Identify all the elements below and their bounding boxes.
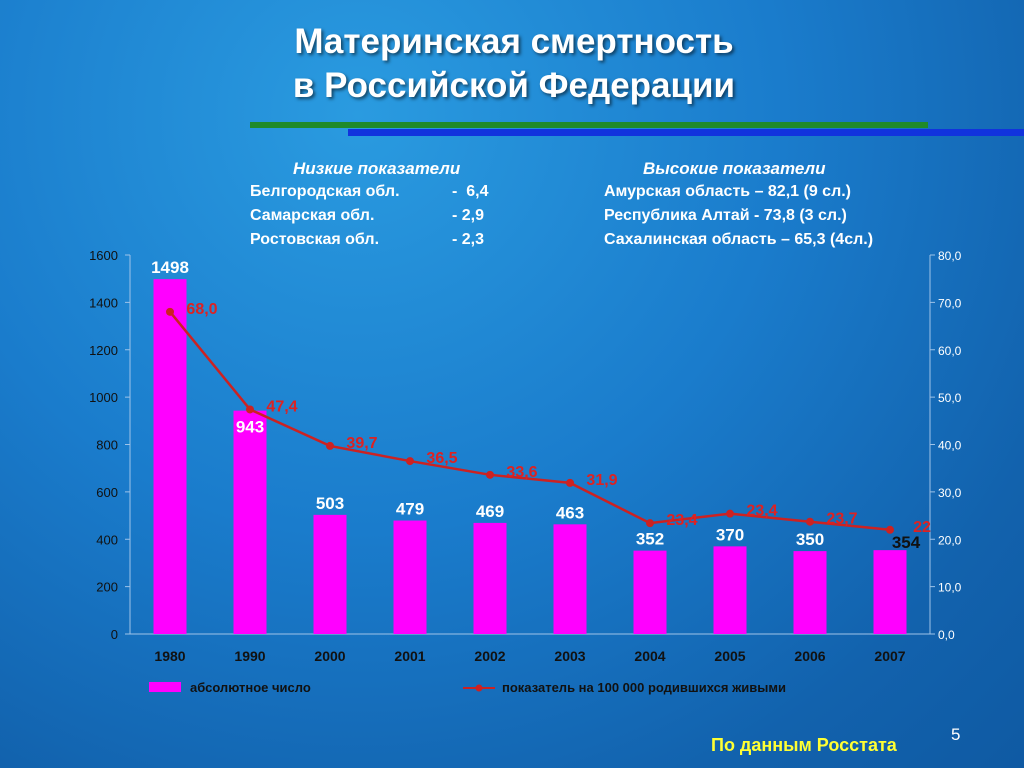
rate-point xyxy=(806,517,814,526)
legend-line-label: показатель на 100 000 родившихся живыми xyxy=(502,680,786,695)
x-tick-label: 2003 xyxy=(554,648,585,664)
y-left-tick-label: 1200 xyxy=(89,343,118,358)
low-row-name: Самарская обл. xyxy=(250,207,375,224)
bar xyxy=(313,514,347,634)
y-right-tick-label: 80,0 xyxy=(938,249,962,263)
rate-line xyxy=(169,311,891,532)
y-left-tick-label: 600 xyxy=(96,485,118,500)
y-left-tick-label: 800 xyxy=(96,438,118,453)
y-right-tick-label: 20,0 xyxy=(938,533,962,547)
bar-value-label: 352 xyxy=(636,530,664,549)
rate-value-label: 23,7 xyxy=(826,511,857,528)
x-tick-label: 2004 xyxy=(634,648,665,664)
bar-value-label: 370 xyxy=(716,525,744,544)
rate-value-label: 22 xyxy=(913,519,931,536)
y-right-tick-label: 10,0 xyxy=(938,581,962,595)
rate-value-label: 68,0 xyxy=(186,301,217,318)
low-row-value: - 6,4 xyxy=(452,183,489,200)
rate-value-label: 36,5 xyxy=(426,450,457,467)
bar xyxy=(473,522,507,634)
bar xyxy=(873,550,907,634)
rate-point xyxy=(486,470,494,479)
x-tick-label: 1990 xyxy=(234,648,265,664)
bar-value-label: 943 xyxy=(236,418,264,437)
rate-point xyxy=(886,525,894,534)
x-tick-label: 2006 xyxy=(794,648,825,664)
y-right-tick-label: 30,0 xyxy=(938,486,962,500)
bar-value-label: 479 xyxy=(396,500,424,519)
low-row-name: Белгородская обл. xyxy=(250,183,400,200)
low-row-value: - 2,9 xyxy=(452,207,485,224)
bar-value-label: 354 xyxy=(892,533,921,552)
bar-value-label: 1498 xyxy=(151,258,189,277)
title-underline-green xyxy=(250,122,928,128)
y-right-tick-label: 0,0 xyxy=(938,628,955,642)
low-row-name: Ростовская обл. xyxy=(250,231,380,248)
high-heading: Высокие показатели xyxy=(643,159,826,178)
rate-value-label: 47,4 xyxy=(266,398,297,415)
bar-value-label: 503 xyxy=(316,494,344,513)
legend-bar-label: абсолютное число xyxy=(190,680,311,695)
x-tick-label: 1980 xyxy=(154,648,185,664)
bar-value-label: 463 xyxy=(556,503,584,522)
bar xyxy=(793,551,827,634)
x-tick-label: 2001 xyxy=(394,648,425,664)
slide-title: Материнская смертность в Российской Феде… xyxy=(0,20,1024,108)
x-tick-label: 2007 xyxy=(874,648,905,664)
rate-point xyxy=(166,307,174,316)
rate-value-label: 31,9 xyxy=(586,472,617,489)
source-note: По данным Росстата xyxy=(711,735,897,755)
y-left-tick-label: 1000 xyxy=(89,390,118,405)
low-row-value: - 2,3 xyxy=(452,231,485,248)
bar xyxy=(713,546,747,634)
low-heading: Низкие показатели xyxy=(293,159,461,178)
rate-point xyxy=(726,509,734,518)
bar-value-label: 469 xyxy=(476,502,504,521)
rate-value-label: 23,4 xyxy=(666,512,697,529)
rate-value-label: 33,6 xyxy=(506,464,537,481)
y-left-tick-label: 200 xyxy=(96,580,118,595)
y-right-tick-label: 70,0 xyxy=(938,296,962,310)
x-tick-label: 2000 xyxy=(314,648,345,664)
rate-point xyxy=(566,478,574,487)
legend-bar-swatch xyxy=(149,682,181,692)
x-tick-label: 2002 xyxy=(474,648,505,664)
rate-point xyxy=(406,457,414,466)
rate-point xyxy=(246,405,254,414)
rate-point xyxy=(326,441,334,450)
title-underline-blue xyxy=(348,129,1024,136)
y-right-tick-label: 50,0 xyxy=(938,391,962,405)
title-line-2: в Российской Федерации xyxy=(292,66,736,105)
y-left-tick-label: 1400 xyxy=(89,295,118,310)
x-tick-label: 2005 xyxy=(714,648,745,664)
y-right-tick-label: 40,0 xyxy=(938,439,962,453)
rate-value-label: 23,4 xyxy=(746,503,777,520)
y-right-tick-label: 60,0 xyxy=(938,344,962,358)
bar xyxy=(393,520,427,634)
bar xyxy=(553,524,587,634)
high-row: Сахалинская область – 65,3 (4сл.) xyxy=(604,231,874,248)
high-row: Республика Алтай - 73,8 (3 сл.) xyxy=(604,207,847,224)
bar xyxy=(233,410,267,634)
bar xyxy=(633,550,667,634)
y-left-tick-label: 0 xyxy=(111,627,118,642)
rate-point xyxy=(646,519,654,528)
bar xyxy=(153,279,187,634)
page-number: 5 xyxy=(951,725,961,744)
bar-value-label: 350 xyxy=(796,530,824,549)
high-row: Амурская область – 82,1 (9 сл.) xyxy=(604,183,851,200)
y-left-tick-label: 400 xyxy=(96,532,118,547)
legend-line-marker xyxy=(475,684,483,692)
y-left-tick-label: 1600 xyxy=(89,248,118,263)
title-line-1: Материнская смертность xyxy=(294,22,734,61)
rate-value-label: 39,7 xyxy=(346,435,377,452)
